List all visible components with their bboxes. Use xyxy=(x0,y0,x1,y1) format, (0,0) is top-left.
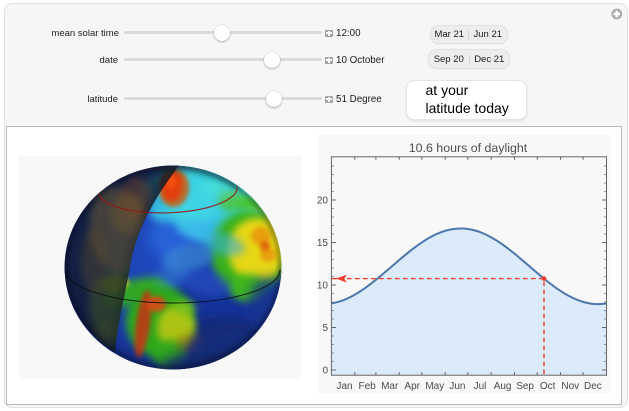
svg-text:Dec: Dec xyxy=(584,381,602,392)
svg-text:Oct: Oct xyxy=(540,381,556,392)
svg-text:Jun: Jun xyxy=(449,381,465,392)
svg-text:Feb: Feb xyxy=(358,381,376,392)
svg-text:May: May xyxy=(425,381,444,392)
svg-text:Aug: Aug xyxy=(494,381,512,392)
svg-text:5: 5 xyxy=(322,323,328,334)
svg-text:20: 20 xyxy=(317,195,329,206)
svg-text:Jan: Jan xyxy=(336,381,352,392)
svg-text:Nov: Nov xyxy=(561,381,579,392)
svg-text:Apr: Apr xyxy=(404,381,420,392)
svg-text:15: 15 xyxy=(317,238,329,249)
svg-text:0: 0 xyxy=(322,365,328,376)
svg-text:Mar: Mar xyxy=(381,381,399,392)
svg-text:10: 10 xyxy=(317,280,329,291)
svg-text:Sep: Sep xyxy=(516,381,534,392)
svg-text:Jul: Jul xyxy=(474,381,487,392)
